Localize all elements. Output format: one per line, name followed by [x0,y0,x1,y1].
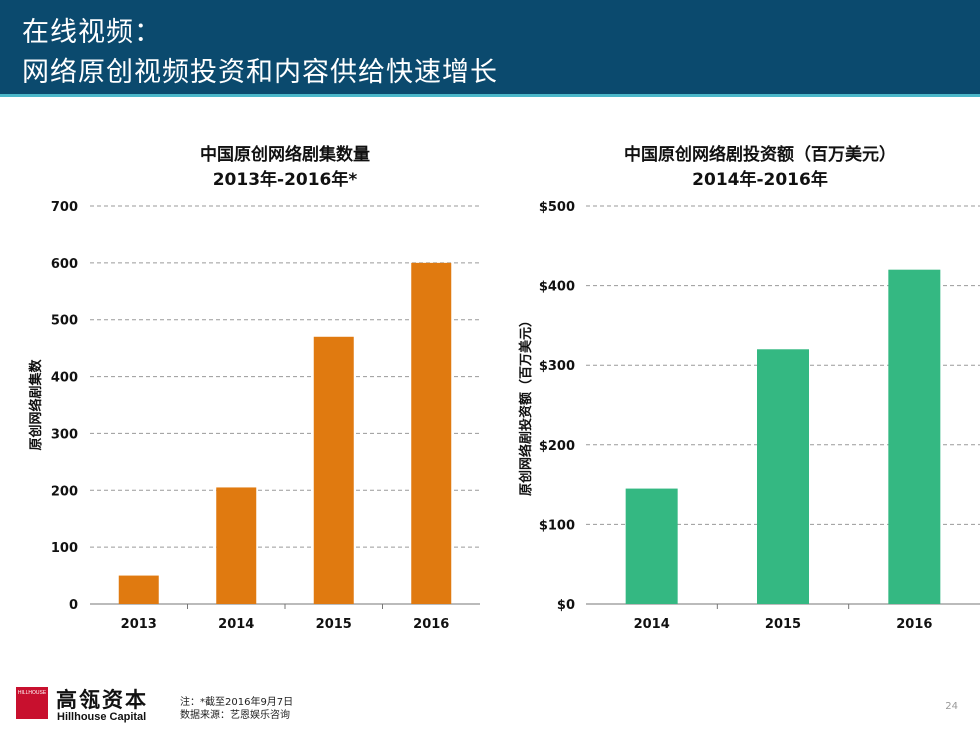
page-number: 24 [945,701,958,712]
chart2-xtick-label: 2015 [765,617,801,632]
chart1-bar-2013 [118,575,159,604]
chart2-xtick-label: 2016 [896,617,932,632]
chart1-bar-2016 [411,262,452,604]
hillhouse-logo-tag: HILLHOUSE [17,690,47,696]
chart1-ytick-label: 300 [51,427,78,442]
chart1-xtick-label: 2016 [413,617,449,632]
brand-name-cn: 高瓴资本 [56,688,148,712]
header-bar [0,0,980,94]
chart1-xtick-label: 2014 [218,617,254,632]
chart2-bar-2014 [625,488,678,604]
chart1-ylabel: 原创网络剧集数 [28,359,44,451]
hillhouse-logo [16,687,48,719]
chart2-title-block: 中国原创网络剧投资额（百万美元） 2014年-2016年 [560,143,960,193]
chart1-title: 中国原创网络剧集数量 [200,145,370,165]
chart2-title: 中国原创网络剧投资额（百万美元） [624,145,896,165]
chart1-ytick-label: 600 [51,257,78,272]
chart1-ytick-label: 200 [51,484,78,499]
chart1-ytick-label: 700 [51,200,78,215]
chart1-ytick-label: 0 [69,598,78,613]
chart2-ytick-label: $400 [539,280,575,295]
chart1-xtick-label: 2015 [316,617,352,632]
chart2-ytick-label: $300 [539,359,575,374]
chart2-ytick-label: $200 [539,439,575,454]
brand-name-en: Hillhouse Capital [57,711,147,723]
chart1-ytick-label: 500 [51,314,78,329]
chart1-title-block: 中国原创网络剧集数量 2013年-2016年* [90,143,480,193]
header-accent-line [0,94,980,97]
chart2-bar-2015 [757,349,809,604]
chart1-bar-2014 [216,487,257,604]
chart2-ytick-label: $500 [539,200,575,215]
footnote: 注：*截至2016年9月7日 [180,697,294,708]
chart2-ylabel: 原创网络剧投资额（百万美元） [518,314,534,496]
chart1-ytick-label: 100 [51,541,78,556]
chart1-subtitle: 2013年-2016年* [212,170,358,190]
data-source: 数据来源：艺恩娱乐咨询 [180,710,290,721]
page-title-line1: 在线视频： [22,17,162,48]
chart2-xtick-label: 2014 [634,617,670,632]
chart2-subtitle: 2014年-2016年 [692,170,828,190]
chart2-ytick-label: $0 [557,598,575,613]
chart1-bar-2015 [313,336,354,604]
chart2-ytick-label: $100 [539,518,575,533]
page-title-line2: 网络原创视频投资和内容供给快速增长 [22,57,498,88]
chart1-ytick-label: 400 [51,371,78,386]
chart1-xtick-label: 2013 [121,617,157,632]
chart2-bar-2016 [888,269,941,604]
